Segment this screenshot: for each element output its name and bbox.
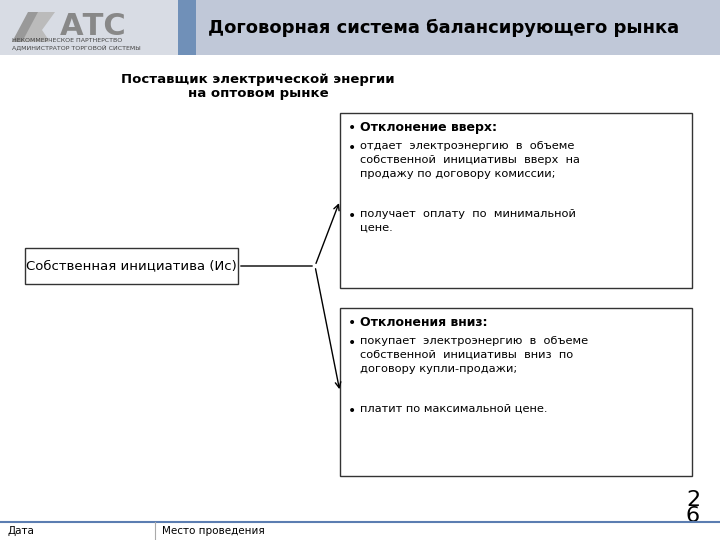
Bar bbox=[340, 113, 692, 288]
Text: •: • bbox=[348, 404, 356, 418]
Bar bbox=[178, 0, 196, 55]
Text: Отклонение вверх:: Отклонение вверх: bbox=[360, 121, 497, 134]
Bar bbox=[340, 308, 692, 476]
Text: покупает  электроэнергию  в  объеме
собственной  инициативы  вниз  по
договору к: покупает электроэнергию в объеме собстве… bbox=[360, 336, 588, 374]
Text: Договорная система балансирующего рынка: Договорная система балансирующего рынка bbox=[208, 18, 679, 37]
Text: АДМИНИСТРАТОР ТОРГОВОЙ СИСТЕМЫ: АДМИНИСТРАТОР ТОРГОВОЙ СИСТЕМЫ bbox=[12, 44, 140, 50]
Text: 2: 2 bbox=[686, 490, 700, 510]
Text: Место проведения: Место проведения bbox=[162, 526, 265, 536]
Text: платит по максимальной цене.: платит по максимальной цене. bbox=[360, 404, 547, 414]
Text: Поставщик электрической энергии: Поставщик электрической энергии bbox=[121, 73, 395, 86]
Text: Отклонения вниз:: Отклонения вниз: bbox=[360, 316, 487, 329]
Text: •: • bbox=[348, 336, 356, 350]
Text: Собственная инициатива (Ис): Собственная инициатива (Ис) bbox=[26, 260, 237, 273]
Text: Дата: Дата bbox=[8, 526, 35, 536]
Text: на оптовом рынке: на оптовом рынке bbox=[188, 87, 328, 100]
Text: получает  оплату  по  минимальной
цене.: получает оплату по минимальной цене. bbox=[360, 209, 576, 233]
Text: •: • bbox=[348, 141, 356, 155]
Text: 6: 6 bbox=[686, 506, 700, 526]
Text: отдает  электроэнергию  в  объеме
собственной  инициативы  вверх  на
продажу по : отдает электроэнергию в объеме собственн… bbox=[360, 141, 580, 179]
Bar bbox=[0, 0, 178, 55]
Text: •: • bbox=[348, 209, 356, 223]
Text: НЕКОММЕРЧЕСКОЕ ПАРТНЕРСТВО: НЕКОММЕРЧЕСКОЕ ПАРТНЕРСТВО bbox=[12, 38, 122, 43]
Text: АТС: АТС bbox=[60, 12, 127, 41]
Text: •: • bbox=[348, 316, 356, 330]
Text: •: • bbox=[348, 121, 356, 135]
Polygon shape bbox=[22, 12, 55, 42]
Bar bbox=[0, 0, 720, 55]
Bar bbox=[25, 248, 238, 284]
Polygon shape bbox=[12, 12, 48, 42]
